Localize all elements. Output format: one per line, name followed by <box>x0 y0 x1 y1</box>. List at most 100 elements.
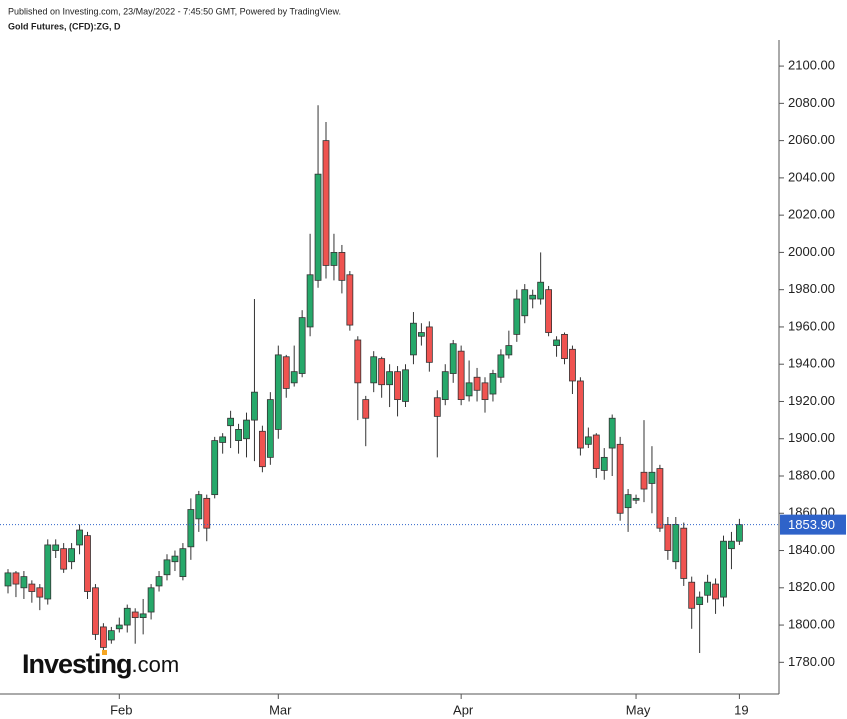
x-tick-label: Apr <box>453 702 474 717</box>
candle-body <box>489 373 497 395</box>
x-tick-label: 19 <box>734 702 748 717</box>
candle-body <box>425 326 433 363</box>
candle-body <box>362 399 370 419</box>
candle-body <box>147 587 155 613</box>
candle-body <box>584 436 592 445</box>
candle-body <box>219 436 227 443</box>
candle-body <box>569 348 576 382</box>
candle-body <box>187 509 195 548</box>
candle-body <box>497 354 505 378</box>
y-tick-label: 2020.00 <box>788 207 835 222</box>
candle-body <box>44 544 52 600</box>
candle-body <box>36 587 44 598</box>
y-tick-label: 2000.00 <box>788 244 835 259</box>
candle-body <box>664 524 672 551</box>
candle-body <box>258 430 266 468</box>
candle-body <box>712 583 719 600</box>
candle-body <box>688 581 696 609</box>
candle-body <box>76 529 83 546</box>
logo-dot <box>102 650 107 655</box>
candle-body <box>163 559 171 576</box>
candle-body <box>394 371 401 401</box>
chart-title: Gold Futures, (CFD):ZG, D <box>8 21 121 31</box>
candle-body <box>386 371 394 386</box>
candle-body <box>728 540 735 550</box>
candle-body <box>449 343 457 374</box>
candle-body <box>4 572 12 587</box>
candle-body <box>338 252 346 281</box>
candle-body <box>155 576 163 587</box>
candle-body <box>227 417 235 427</box>
candle-body <box>696 596 704 605</box>
y-tick-label: 1940.00 <box>788 356 835 371</box>
last-price-label: 1853.90 <box>788 517 835 532</box>
header: Published on Investing.com, 23/May/2022 … <box>8 6 341 16</box>
candle-body <box>282 356 290 389</box>
candle-body <box>441 371 449 401</box>
candle-body <box>736 524 743 542</box>
candle-body <box>92 587 99 635</box>
candle-body <box>330 252 338 266</box>
y-tick-label: 1880.00 <box>788 467 835 482</box>
candle-body <box>553 339 560 346</box>
candle-body <box>28 583 36 592</box>
candle-body <box>473 376 481 391</box>
candle-body <box>52 544 60 551</box>
candle-body <box>417 332 425 337</box>
candle-body <box>314 173 322 281</box>
candle-body <box>60 548 68 570</box>
candle-body <box>410 322 417 356</box>
candle-body <box>521 289 529 317</box>
x-tick-label: Mar <box>269 702 292 717</box>
candle-body <box>592 434 600 469</box>
logo: Investing.com <box>22 649 179 679</box>
candle-body <box>290 371 298 384</box>
candle-body <box>100 626 107 648</box>
y-tick-label: 1820.00 <box>788 579 835 594</box>
candle-body <box>203 497 211 529</box>
last-price-box <box>780 514 846 535</box>
candle-body <box>346 274 354 326</box>
y-tick-label: 1980.00 <box>788 281 835 296</box>
y-tick-label: 2060.00 <box>788 132 835 147</box>
candle-body <box>656 468 664 529</box>
candle-body <box>561 333 568 360</box>
candle-body <box>251 391 258 421</box>
candle-body <box>115 624 123 630</box>
candle-body <box>378 358 386 386</box>
candle-body <box>608 417 616 449</box>
candle-body <box>632 497 640 501</box>
y-tick-label: 1780.00 <box>788 654 835 669</box>
candle-body <box>600 456 608 471</box>
candle-body <box>545 289 552 333</box>
candle-body <box>672 524 680 563</box>
x-tick-label: Feb <box>110 702 132 717</box>
candle-body <box>537 281 545 300</box>
candle-body <box>457 350 465 401</box>
candle-body <box>720 540 727 598</box>
candle-body <box>306 274 314 328</box>
y-tick-label: 1920.00 <box>788 393 835 408</box>
y-tick-label: 1800.00 <box>788 616 835 631</box>
candle-body <box>624 494 632 509</box>
y-tick-label: 2040.00 <box>788 169 835 184</box>
y-tick-label: 1960.00 <box>788 318 835 333</box>
y-tick-label: 2080.00 <box>788 95 835 110</box>
candle-body <box>243 419 250 440</box>
candle-body <box>131 611 139 619</box>
y-tick-label: 1900.00 <box>788 430 835 445</box>
candle-body <box>529 294 537 300</box>
candle-body <box>139 613 147 619</box>
candle-body <box>322 140 330 266</box>
logo-suffix: .com <box>132 652 180 677</box>
candle-body <box>298 317 306 374</box>
logo-name: Investing <box>22 649 132 679</box>
candle-body <box>179 548 187 578</box>
candle-body <box>171 555 179 563</box>
candle-body <box>616 443 624 514</box>
candle-body <box>123 607 131 626</box>
candle-body <box>680 527 688 579</box>
candle-body <box>20 576 28 589</box>
candle-body <box>12 572 20 585</box>
